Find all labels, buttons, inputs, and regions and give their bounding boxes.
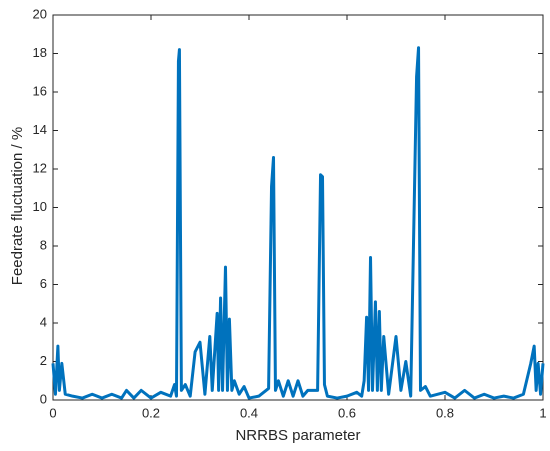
x-tick-label: 1 [539, 405, 546, 420]
y-tick-label: 6 [40, 276, 47, 291]
x-tick-label: 0.2 [142, 405, 160, 420]
y-axis-label: Feedrate fluctuation / % [9, 127, 26, 285]
x-tick-label: 0.8 [436, 405, 454, 420]
y-tick-label: 4 [40, 314, 47, 329]
line [51, 46, 545, 400]
y-tick-label: 20 [33, 6, 47, 21]
y-tick-label: 8 [40, 237, 47, 252]
plot-area [52, 14, 544, 401]
x-tick-label: 0.4 [240, 405, 258, 420]
y-tick-label: 18 [33, 45, 47, 60]
y-tick-label: 10 [33, 199, 47, 214]
y-tick-label: 14 [33, 122, 47, 137]
y-tick-label: 12 [33, 160, 47, 175]
x-tick-label: 0.6 [338, 405, 356, 420]
y-tick-label: 2 [40, 353, 47, 368]
x-axis-label: NRRBS parameter [235, 427, 360, 444]
x-tick-label: 0 [49, 405, 56, 420]
y-tick-label: 0 [40, 391, 47, 406]
y-tick-label: 16 [33, 83, 47, 98]
